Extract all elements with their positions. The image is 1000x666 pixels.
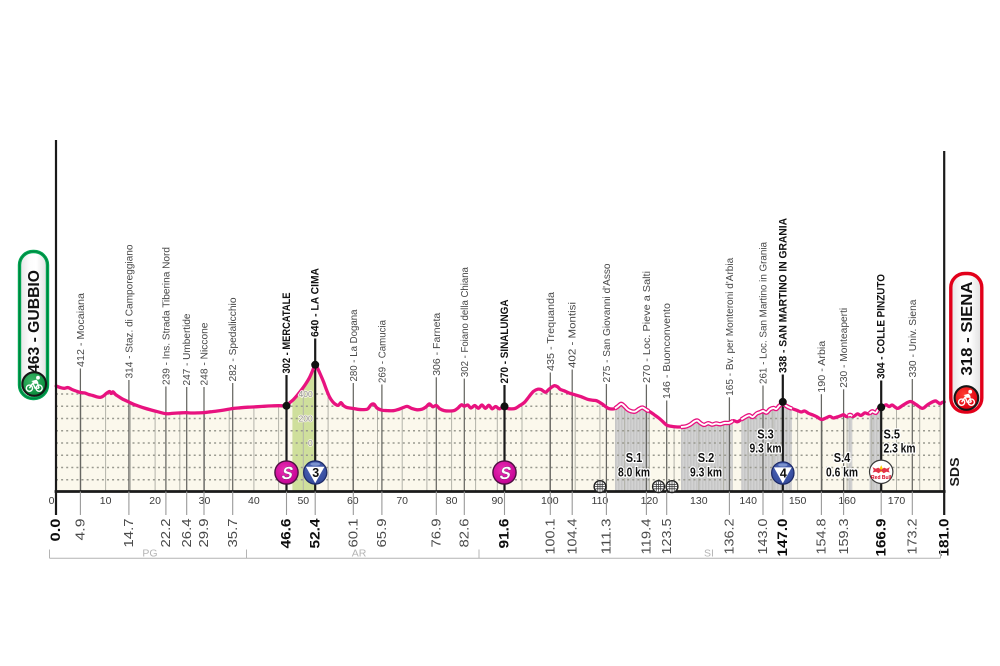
svg-text:123.5: 123.5 — [659, 519, 674, 555]
svg-text:270 - SINALUNGA: 270 - SINALUNGA — [499, 299, 511, 383]
svg-text:76.9: 76.9 — [429, 519, 444, 548]
svg-text:S.1: S.1 — [626, 451, 643, 465]
svg-text:50: 50 — [297, 495, 309, 507]
svg-text:269 - Camucia: 269 - Camucia — [376, 320, 388, 383]
svg-text:111.3: 111.3 — [599, 519, 614, 555]
svg-text:9.3 km: 9.3 km — [690, 465, 722, 479]
svg-text:306 - Farneta: 306 - Farneta — [431, 313, 443, 376]
svg-text:60.1: 60.1 — [346, 519, 361, 548]
svg-text:160: 160 — [838, 495, 856, 507]
svg-text:70: 70 — [396, 495, 408, 507]
svg-text:65.9: 65.9 — [374, 519, 389, 548]
svg-text:170: 170 — [888, 495, 906, 507]
svg-text:0.6 km: 0.6 km — [826, 465, 858, 479]
svg-text:400: 400 — [299, 389, 313, 399]
svg-text:82.6: 82.6 — [457, 519, 472, 548]
svg-text:3: 3 — [312, 466, 319, 480]
svg-text:302 - Foiano della Chiana: 302 - Foiano della Chiana — [459, 267, 471, 377]
svg-text:SDS: SDS — [947, 457, 962, 486]
svg-text:248 - Niccone: 248 - Niccone — [199, 322, 211, 385]
svg-text:230 - Monteaperti: 230 - Monteaperti — [838, 308, 850, 388]
svg-text:143.0: 143.0 — [755, 519, 770, 555]
svg-text:S.3: S.3 — [757, 428, 774, 442]
svg-text:247 - Umbertide: 247 - Umbertide — [181, 313, 193, 385]
svg-text:SI: SI — [704, 548, 714, 560]
svg-text:S.5: S.5 — [884, 428, 901, 442]
svg-text:91.6: 91.6 — [497, 518, 512, 549]
svg-text:80: 80 — [446, 495, 458, 507]
svg-text:282 - Spedalicchio: 282 - Spedalicchio — [227, 297, 239, 381]
svg-text:119.4: 119.4 — [639, 519, 654, 555]
svg-text:0: 0 — [49, 495, 55, 507]
svg-text:0: 0 — [308, 438, 313, 448]
svg-text:330 - Univ. Siena: 330 - Univ. Siena — [907, 299, 919, 377]
svg-text:140: 140 — [739, 495, 757, 507]
svg-text:130: 130 — [690, 495, 708, 507]
svg-text:165 - Bv. per Monteroni d'Arbi: 165 - Bv. per Monteroni d'Arbia — [724, 258, 736, 396]
svg-text:154.8: 154.8 — [814, 519, 829, 555]
svg-text:AR: AR — [352, 548, 367, 560]
svg-text:136.2: 136.2 — [722, 519, 737, 555]
svg-text:PG: PG — [142, 548, 157, 560]
svg-text:52.4: 52.4 — [307, 518, 322, 549]
svg-text:4.9: 4.9 — [73, 519, 88, 541]
svg-text:110: 110 — [592, 495, 609, 507]
svg-text:159.3: 159.3 — [836, 519, 851, 555]
svg-text:0.0: 0.0 — [48, 519, 63, 542]
svg-text:29.9: 29.9 — [196, 519, 211, 548]
svg-text:22.2: 22.2 — [158, 519, 173, 548]
svg-text:30: 30 — [199, 495, 211, 507]
svg-text:173.2: 173.2 — [905, 519, 920, 555]
svg-text:20: 20 — [149, 495, 161, 507]
svg-text:90: 90 — [491, 495, 503, 507]
svg-text:Red Bull: Red Bull — [871, 475, 892, 481]
svg-text:270 - Loc. Pieve a Salti: 270 - Loc. Pieve a Salti — [641, 271, 653, 383]
svg-text:146 - Buonconvento: 146 - Buonconvento — [661, 303, 673, 399]
svg-text:314 - Staz. di Camporeggiano: 314 - Staz. di Camporeggiano — [123, 244, 135, 378]
svg-text:304 - COLLE PINZUTO: 304 - COLLE PINZUTO — [876, 274, 888, 379]
svg-text:435 - Trequanda: 435 - Trequanda — [545, 292, 557, 371]
svg-text:35.7: 35.7 — [225, 519, 240, 548]
svg-text:26.4: 26.4 — [179, 519, 194, 548]
svg-text:261 - Loc. San Martino in Gran: 261 - Loc. San Martino in Grania — [758, 242, 770, 384]
svg-text:239 - Ins. Strada Tiberina Nor: 239 - Ins. Strada Tiberina Nord — [160, 247, 172, 385]
svg-text:463 - GUBBIO: 463 - GUBBIO — [26, 270, 43, 373]
svg-text:2.3 km: 2.3 km — [884, 442, 916, 456]
svg-text:S.2: S.2 — [698, 451, 715, 465]
svg-text:402 - Montisi: 402 - Montisi — [567, 302, 579, 368]
svg-text:200: 200 — [299, 414, 313, 424]
svg-text:100.1: 100.1 — [543, 519, 558, 555]
svg-text:120: 120 — [641, 495, 659, 507]
svg-text:190 - Arbia: 190 - Arbia — [816, 341, 828, 393]
svg-text:280 - La Dogana: 280 - La Dogana — [348, 309, 360, 381]
svg-text:338 - SAN MARTINO IN GRANIA: 338 - SAN MARTINO IN GRANIA — [777, 218, 789, 373]
svg-text:S: S — [498, 463, 513, 482]
svg-text:14.7: 14.7 — [121, 519, 136, 548]
svg-text:150: 150 — [789, 495, 807, 507]
svg-text:412 - Mocaiana: 412 - Mocaiana — [75, 293, 87, 367]
svg-text:166.9: 166.9 — [873, 519, 888, 557]
svg-text:4: 4 — [780, 466, 787, 480]
svg-text:S: S — [280, 463, 295, 482]
svg-text:181.0: 181.0 — [936, 519, 951, 557]
svg-text:104.4: 104.4 — [564, 519, 579, 555]
svg-text:46.6: 46.6 — [279, 518, 294, 549]
svg-text:147.0: 147.0 — [775, 519, 790, 557]
svg-text:302 - MERCATALE: 302 - MERCATALE — [281, 293, 293, 374]
svg-text:10: 10 — [100, 495, 112, 507]
svg-text:9.3 km: 9.3 km — [750, 442, 782, 456]
svg-text:640 - LA CIMA: 640 - LA CIMA — [310, 268, 322, 337]
svg-text:318 - SIENA: 318 - SIENA — [959, 282, 976, 376]
svg-text:S.4: S.4 — [834, 451, 851, 465]
svg-text:8.0 km: 8.0 km — [618, 465, 650, 479]
svg-text:275 - San Giovanni d'Asso: 275 - San Giovanni d'Asso — [601, 263, 613, 382]
svg-text:40: 40 — [248, 495, 260, 507]
